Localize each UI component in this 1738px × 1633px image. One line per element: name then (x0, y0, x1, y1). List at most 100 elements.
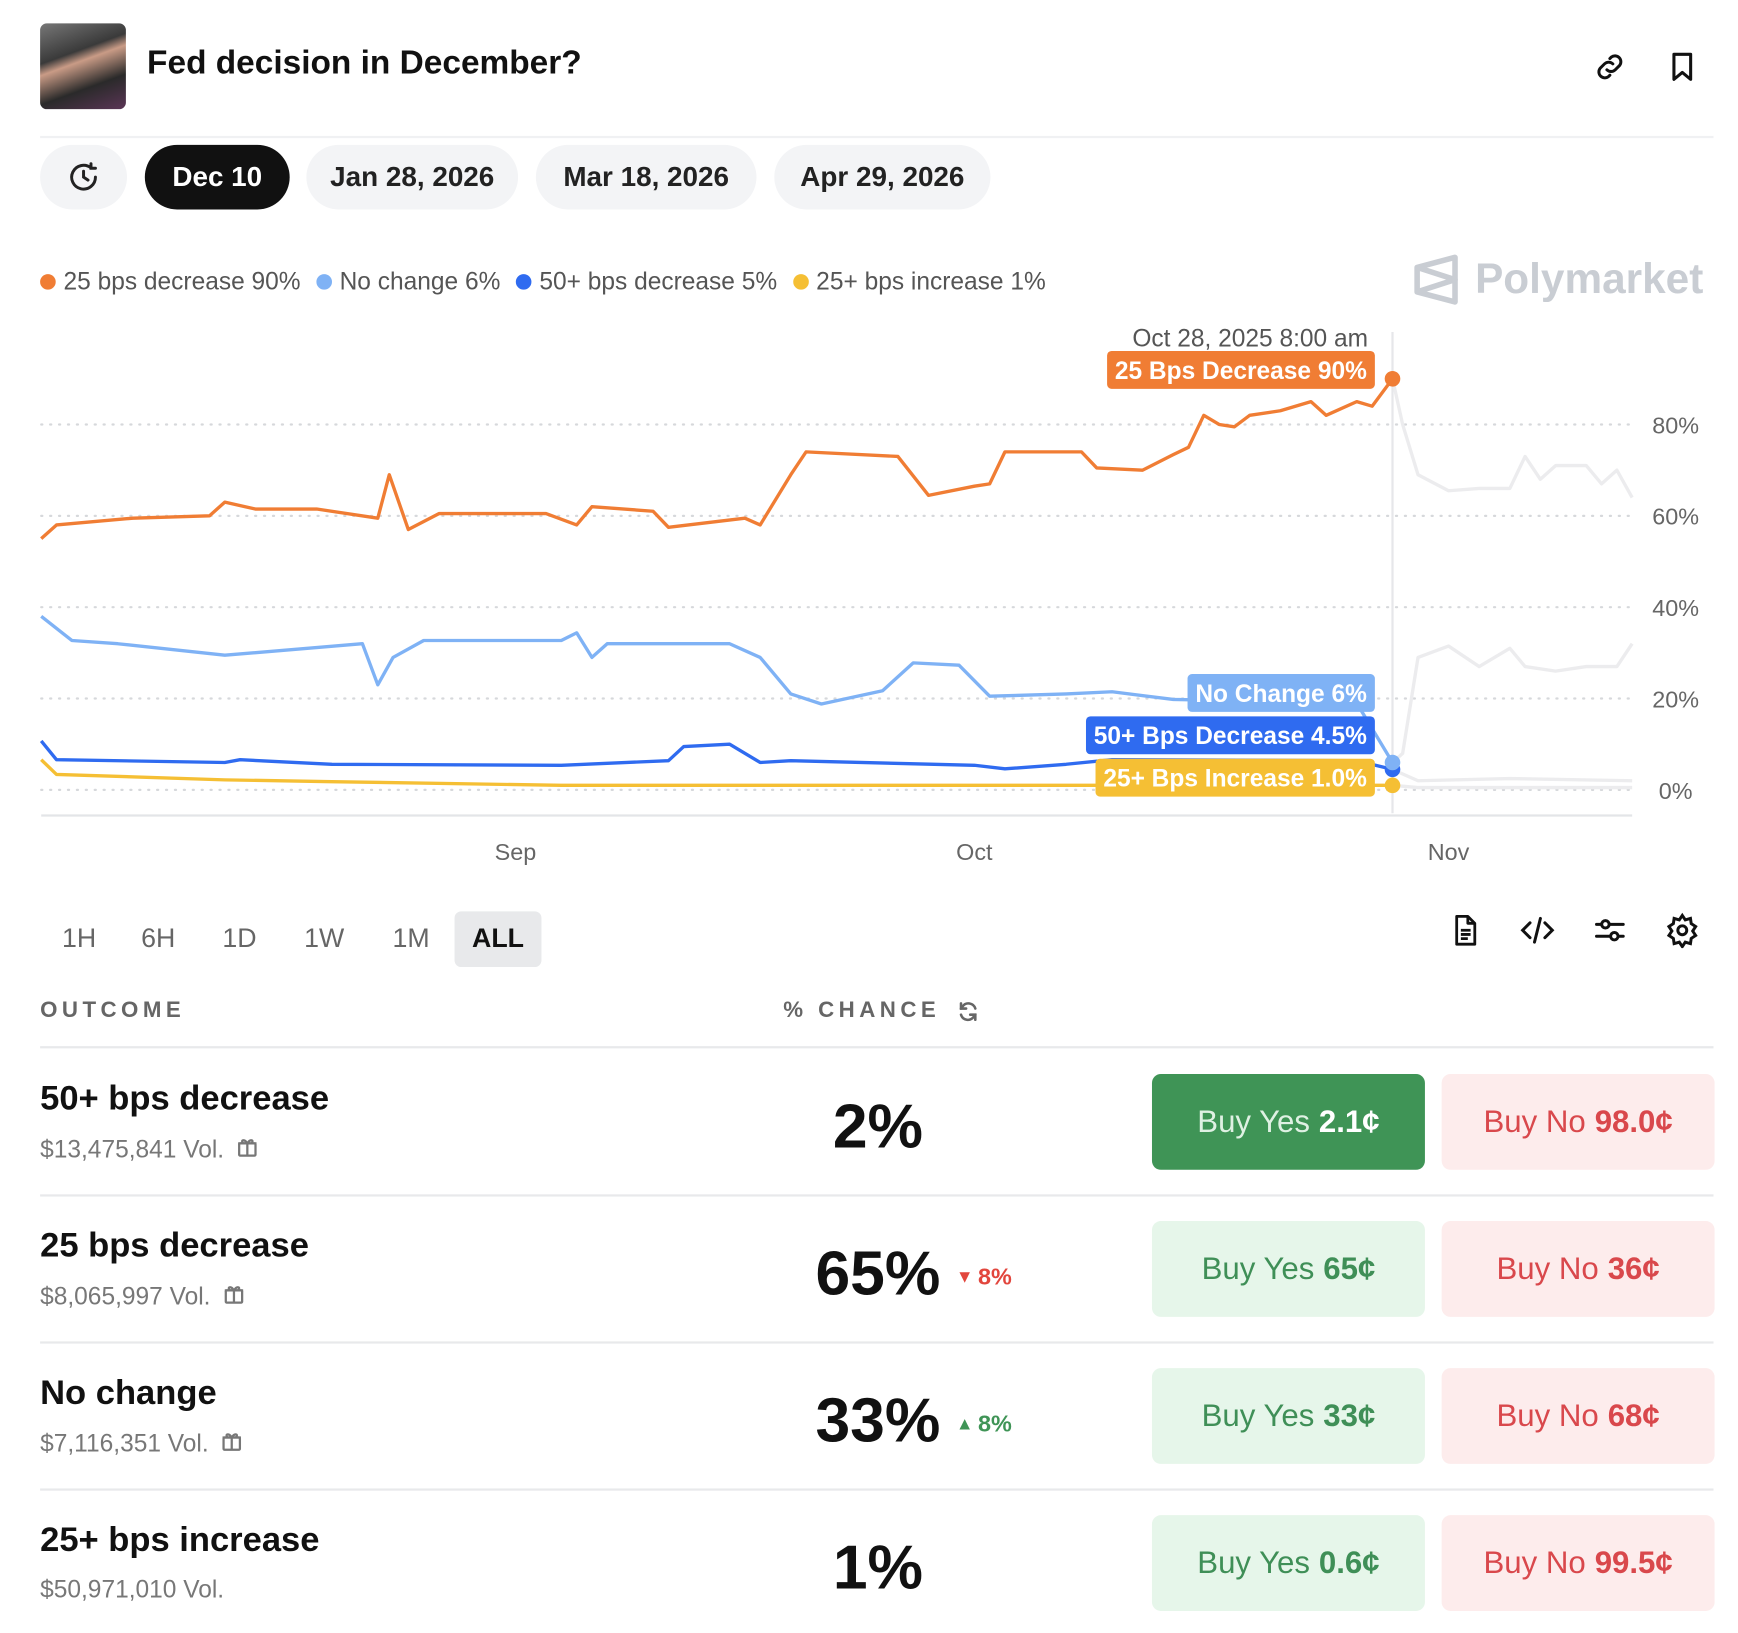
buy-yes-price: 33¢ (1323, 1398, 1376, 1433)
hover-label: 50+ Bps Decrease 4.5% (1085, 716, 1375, 755)
buy-no-price: 99.5¢ (1594, 1545, 1673, 1580)
hover-label: 25+ Bps Increase 1.0% (1095, 758, 1375, 797)
outcome-row[interactable]: 50+ bps decrease $13,475,841 Vol. 2% Buy… (40, 1047, 1715, 1192)
legend-label: 25+ bps increase 1% (816, 267, 1046, 296)
triangle-up-icon: ▲ (955, 1414, 974, 1434)
range-6h[interactable]: 6H (141, 923, 176, 954)
history-button[interactable] (40, 144, 128, 210)
date-tab-mar-18[interactable]: Mar 18, 2026 (535, 144, 757, 210)
buy-yes-label: Buy Yes (1197, 1545, 1311, 1580)
buy-no-label: Buy No (1483, 1104, 1586, 1139)
range-all[interactable]: ALL (454, 911, 542, 968)
outcome-name: 25+ bps increase (40, 1519, 320, 1559)
outcome-name: 25 bps decrease (40, 1225, 309, 1265)
price-chart[interactable]: 0% 20% 40% 60% 80% Sep Oct Nov Oct 28, 2025 8:00… (0, 312, 1738, 880)
hover-label-text: 50+ Bps Decrease 4.5% (1094, 723, 1367, 750)
range-1w[interactable]: 1W (304, 923, 345, 954)
hover-label: 25 Bps Decrease 90% (1107, 350, 1375, 389)
y-tick-label: 80% (1652, 412, 1699, 438)
gear-icon[interactable] (1658, 906, 1707, 955)
date-tab-jan-28[interactable]: Jan 28, 2026 (306, 144, 519, 210)
chance-header[interactable]: % CHANCE (783, 998, 980, 1024)
link-icon[interactable] (1588, 45, 1633, 90)
buy-no-label: Buy No (1483, 1545, 1586, 1580)
divider (40, 1488, 1714, 1491)
series-line (40, 615, 1394, 764)
delta-value: 8% (978, 1264, 1012, 1291)
legend-item: 50+ bps decrease 5% (516, 267, 777, 296)
volume-text: $7,116,351 Vol. (40, 1429, 209, 1458)
market-image (40, 23, 126, 110)
hover-label: No Change 6% (1187, 674, 1375, 712)
sliders-icon[interactable] (1585, 906, 1634, 955)
x-tick-label: Nov (1428, 839, 1470, 865)
series-line (39, 739, 1393, 772)
clock-history-icon (70, 162, 97, 191)
range-1m[interactable]: 1M (392, 923, 430, 954)
hover-label-bg (1187, 674, 1375, 712)
buy-no-price: 98.0¢ (1594, 1104, 1673, 1139)
series-line-future (1391, 642, 1634, 764)
outcome-chance: 65% (815, 1237, 941, 1308)
buy-yes-label: Buy Yes (1197, 1104, 1311, 1139)
date-tab-apr-29[interactable]: Apr 29, 2026 (774, 144, 991, 210)
hover-label-bg (1085, 716, 1375, 755)
outcome-volume: $7,116,351 Vol. (40, 1428, 244, 1459)
legend-item: 25+ bps increase 1% (792, 267, 1046, 296)
buy-yes-price: 2.1¢ (1318, 1104, 1380, 1139)
code-icon[interactable] (1513, 906, 1562, 955)
buy-yes-price: 65¢ (1323, 1251, 1376, 1286)
buy-no-price: 68¢ (1607, 1398, 1660, 1433)
outcome-header: OUTCOME (40, 998, 186, 1023)
buy-yes-button[interactable]: Buy Yes 2.1¢ (1151, 1073, 1425, 1170)
page-title: Fed decision in December? (147, 44, 582, 82)
y-tick-label: 20% (1652, 686, 1699, 712)
legend-dot (316, 274, 332, 290)
series-line (40, 377, 1394, 540)
buy-no-price: 36¢ (1607, 1251, 1660, 1286)
gift-icon[interactable] (222, 1281, 247, 1312)
hover-label-text: No Change 6% (1195, 681, 1367, 708)
buy-no-button[interactable]: Buy No 99.5¢ (1441, 1515, 1715, 1611)
series-line (40, 758, 1393, 788)
buy-no-button[interactable]: Buy No 36¢ (1441, 1221, 1715, 1317)
range-1h[interactable]: 1H (62, 923, 97, 954)
hover-label-bg (1095, 758, 1375, 797)
delta-value: 8% (978, 1411, 1012, 1438)
outcome-row[interactable]: 25 bps decrease $8,065,997 Vol. 65% Buy … (40, 1194, 1715, 1339)
legend-item: No change 6% (316, 267, 500, 296)
outcome-volume: $50,971,010 Vol. (40, 1575, 224, 1604)
x-tick-label: Oct (956, 839, 993, 865)
x-tick-label: Sep (495, 839, 537, 865)
divider (40, 1194, 1714, 1197)
outcome-chance: 1% (832, 1531, 923, 1603)
legend-label: 25 bps decrease 90% (63, 267, 301, 296)
series-line-future (1390, 378, 1634, 499)
date-tab-dec-10[interactable]: Dec 10 (144, 144, 290, 210)
buy-yes-button[interactable]: Buy Yes 65¢ (1151, 1221, 1425, 1317)
range-1d[interactable]: 1D (222, 923, 257, 954)
outcome-row[interactable]: No change $7,116,351 Vol. 33% Buy Yes 33¢… (40, 1341, 1715, 1486)
triangle-down-icon: ▼ (955, 1267, 974, 1287)
buy-no-button[interactable]: Buy No 68¢ (1441, 1368, 1715, 1464)
buy-yes-button[interactable]: Buy Yes 0.6¢ (1151, 1515, 1425, 1611)
legend-dot (516, 274, 532, 290)
outcome-name: No change (40, 1372, 217, 1412)
y-tick-label: 60% (1652, 504, 1699, 530)
gift-icon[interactable] (220, 1428, 245, 1459)
hover-label-text: 25 Bps Decrease 90% (1115, 358, 1367, 385)
outcome-row[interactable]: 25+ bps increase $50,971,010 Vol. 1% Buy… (40, 1488, 1715, 1633)
buy-no-button[interactable]: Buy No 98.0¢ (1441, 1073, 1715, 1170)
bookmark-icon[interactable] (1660, 45, 1705, 90)
hover-date: Oct 28, 2025 8:00 am (1132, 325, 1368, 352)
legend-dot (792, 274, 809, 290)
buy-yes-label: Buy Yes (1201, 1398, 1315, 1433)
divider (40, 1046, 1714, 1049)
outcome-volume: $8,065,997 Vol. (40, 1281, 246, 1312)
document-icon[interactable] (1441, 906, 1490, 955)
brand-name: Polymarket (1475, 255, 1704, 303)
buy-yes-button[interactable]: Buy Yes 33¢ (1151, 1368, 1425, 1464)
y-tick-label: 0% (1659, 778, 1693, 804)
gift-icon[interactable] (235, 1134, 260, 1165)
refresh-icon[interactable] (956, 999, 981, 1024)
